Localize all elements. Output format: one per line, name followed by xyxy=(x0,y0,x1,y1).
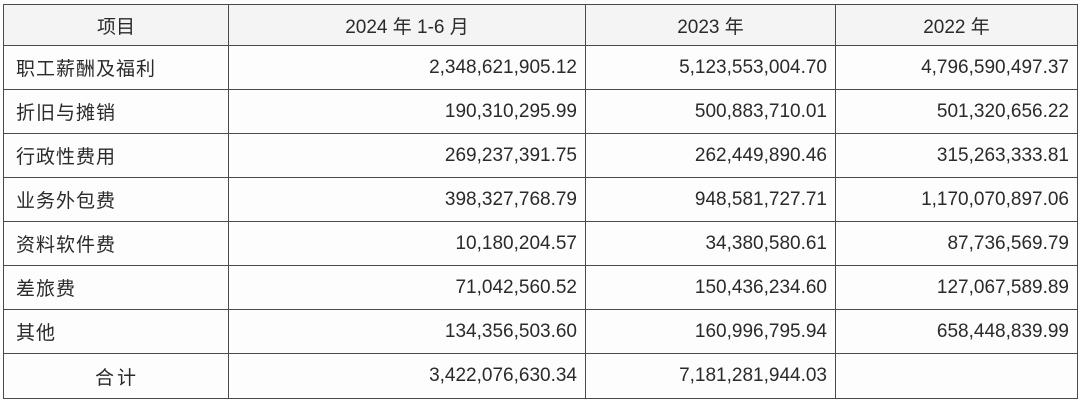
table-row: 其他 134,356,503.60 160,996,795.94 658,448… xyxy=(3,309,1078,354)
table-row: 行政性费用 269,237,391.75 262,449,890.46 315,… xyxy=(3,133,1078,178)
header-2023: 2023 年 xyxy=(585,4,836,46)
cell-2024h1: 398,327,768.79 xyxy=(228,177,586,222)
cell-2024h1: 134,356,503.60 xyxy=(228,309,586,354)
table-row: 业务外包费 398,327,768.79 948,581,727.71 1,17… xyxy=(3,177,1078,222)
cell-2023: 262,449,890.46 xyxy=(585,133,836,178)
table-row: 折旧与摊销 190,310,295.99 500,883,710.01 501,… xyxy=(3,89,1078,134)
cell-2023: 34,380,580.61 xyxy=(585,221,836,266)
row-label: 折旧与摊销 xyxy=(3,89,229,134)
cell-2022: 127,067,589.89 xyxy=(835,265,1078,310)
cell-2023: 150,436,234.60 xyxy=(585,265,836,310)
cell-2024h1: 190,310,295.99 xyxy=(228,89,586,134)
table-footer: 合计 3,422,076,630.34 7,181,281,944.03 xyxy=(3,353,1078,399)
cell-2024h1: 10,180,204.57 xyxy=(228,221,586,266)
table-row: 职工薪酬及福利 2,348,621,905.12 5,123,553,004.7… xyxy=(3,45,1078,90)
total-2023: 7,181,281,944.03 xyxy=(585,353,836,399)
cell-2022: 87,736,569.79 xyxy=(835,221,1078,266)
table-row: 差旅费 71,042,560.52 150,436,234.60 127,067… xyxy=(3,265,1078,310)
cell-2024h1: 71,042,560.52 xyxy=(228,265,586,310)
total-row: 合计 3,422,076,630.34 7,181,281,944.03 xyxy=(3,353,1078,399)
row-label: 行政性费用 xyxy=(3,133,229,178)
row-label: 资料软件费 xyxy=(3,221,229,266)
total-2022 xyxy=(835,353,1078,399)
expense-table: 项目 2024 年 1-6 月 2023 年 2022 年 职工薪酬及福利 2,… xyxy=(3,4,1078,399)
header-row: 项目 2024 年 1-6 月 2023 年 2022 年 xyxy=(3,4,1078,46)
table-body: 职工薪酬及福利 2,348,621,905.12 5,123,553,004.7… xyxy=(3,45,1078,354)
total-label: 合计 xyxy=(3,353,229,399)
cell-2022: 315,263,333.81 xyxy=(835,133,1078,178)
cell-2023: 5,123,553,004.70 xyxy=(585,45,836,90)
row-label: 其他 xyxy=(3,309,229,354)
cell-2023: 160,996,795.94 xyxy=(585,309,836,354)
header-2024h1: 2024 年 1-6 月 xyxy=(228,4,586,46)
row-label: 差旅费 xyxy=(3,265,229,310)
cell-2024h1: 269,237,391.75 xyxy=(228,133,586,178)
cell-2022: 501,320,656.22 xyxy=(835,89,1078,134)
table-row: 资料软件费 10,180,204.57 34,380,580.61 87,736… xyxy=(3,221,1078,266)
cell-2022: 658,448,839.99 xyxy=(835,309,1078,354)
table-header: 项目 2024 年 1-6 月 2023 年 2022 年 xyxy=(3,4,1078,46)
total-2024h1: 3,422,076,630.34 xyxy=(228,353,586,399)
cell-2022: 1,170,070,897.06 xyxy=(835,177,1078,222)
header-item: 项目 xyxy=(3,4,229,46)
header-2022: 2022 年 xyxy=(835,4,1078,46)
row-label: 职工薪酬及福利 xyxy=(3,45,229,90)
cell-2023: 500,883,710.01 xyxy=(585,89,836,134)
cell-2022: 4,796,590,497.37 xyxy=(835,45,1078,90)
cell-2023: 948,581,727.71 xyxy=(585,177,836,222)
cell-2024h1: 2,348,621,905.12 xyxy=(228,45,586,90)
row-label: 业务外包费 xyxy=(3,177,229,222)
